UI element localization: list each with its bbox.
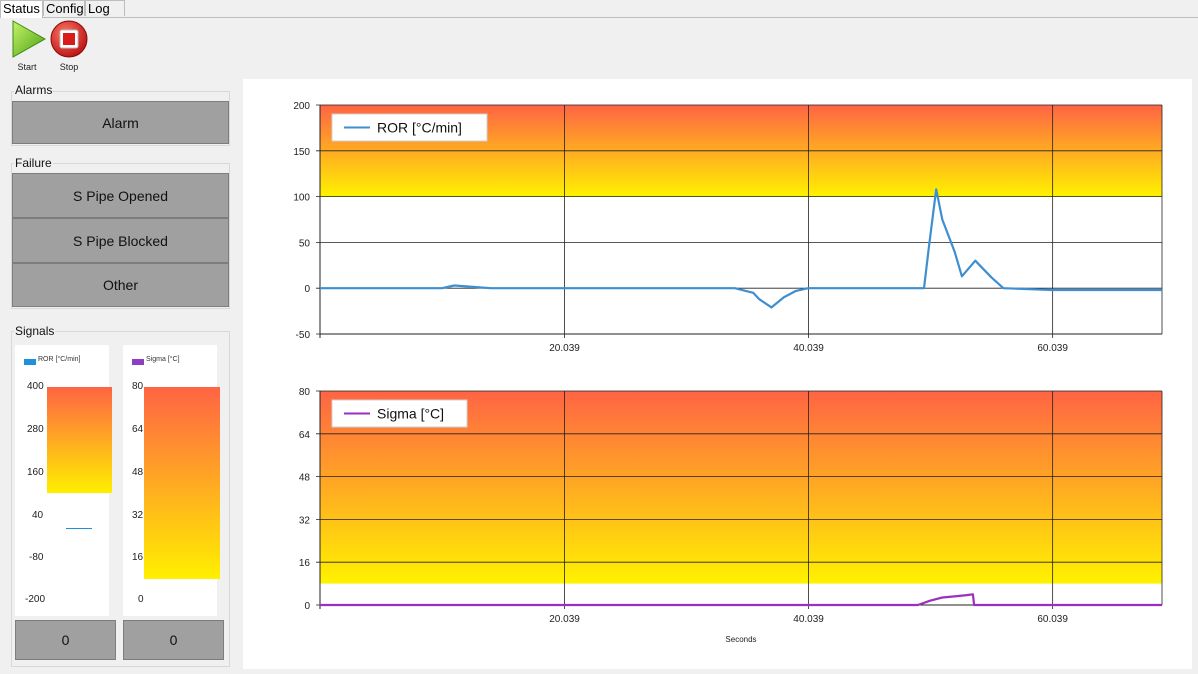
y-tick-label: 0	[304, 601, 310, 612]
y-tick-label: 48	[299, 473, 311, 484]
sigma-value-display: 0	[123, 620, 224, 660]
y-tick-label: 80	[299, 387, 311, 398]
ror-alarm-range-bar	[47, 387, 112, 493]
x-tick-label: 60.039	[1037, 614, 1068, 625]
other-failure-indicator[interactable]: Other	[12, 263, 229, 307]
y-tick-label: 200	[293, 101, 310, 112]
tab-config[interactable]: Config	[43, 0, 85, 16]
ror-value-display: 0	[15, 620, 116, 660]
tab-strip: Status Config Log	[0, 0, 1198, 18]
x-tick-label: 60.039	[1037, 343, 1068, 354]
s-pipe-blocked-indicator[interactable]: S Pipe Blocked	[12, 218, 229, 263]
tab-log[interactable]: Log	[85, 0, 125, 16]
stop-label: Stop	[59, 62, 79, 72]
alarms-group	[11, 91, 230, 146]
sigma-legend-swatch	[132, 359, 144, 365]
chart-2: 0 16 32 48 64 80 20.039 40.039 60.039 Sigma [°C] S…	[299, 387, 1163, 644]
sigma-tick: 48	[132, 467, 144, 478]
ror-level-marker	[66, 528, 92, 529]
ror-tick: 40	[32, 510, 44, 521]
alarm-indicator[interactable]: Alarm	[12, 101, 229, 144]
x-tick-label: 40.039	[793, 343, 824, 354]
x-tick-label: 20.039	[549, 614, 580, 625]
legend-label: ROR [°C/min]	[377, 120, 462, 136]
s-pipe-opened-indicator[interactable]: S Pipe Opened	[12, 173, 229, 218]
y-tick-label: -50	[296, 330, 311, 341]
sigma-legend-label: Sigma [°C]	[146, 356, 180, 363]
start-button[interactable]: Start	[7, 19, 47, 73]
x-axis-label: Seconds	[725, 635, 756, 644]
y-tick-label: 0	[304, 284, 310, 295]
x-tick-label: 20.039	[549, 343, 580, 354]
y-tick-label: 150	[293, 147, 310, 158]
chart-panel: -50 0 50 100 150 200 20.039 40.039 60.039 ROR [°C…	[243, 79, 1192, 669]
y-tick-label: 64	[299, 430, 311, 441]
chart-1: -50 0 50 100 150 200 20.039 40.039 60.039 ROR [°C…	[293, 101, 1163, 354]
sigma-tick: 16	[132, 552, 144, 563]
series-line	[320, 188, 1162, 309]
sigma-gauge: Sigma [°C] 80 64 48 32 16 0	[123, 345, 220, 616]
signals-title: Signals	[14, 324, 56, 338]
ror-tick: -200	[25, 594, 46, 605]
x-tick-label: 40.039	[793, 614, 824, 625]
play-icon	[12, 20, 47, 58]
ror-gauge: ROR [°C/min] 400 280 160 40 -80 -200	[15, 345, 112, 616]
sigma-alarm-range-bar	[144, 387, 220, 579]
tab-status[interactable]: Status	[0, 0, 43, 18]
sigma-tick: 0	[138, 594, 144, 605]
sigma-tick: 32	[132, 510, 144, 521]
signals-group	[11, 331, 230, 667]
ror-tick: 280	[27, 424, 44, 435]
y-tick-label: 50	[299, 238, 311, 249]
sigma-tick: 64	[132, 424, 144, 435]
y-tick-label: 100	[293, 193, 310, 204]
sigma-tick: 80	[132, 381, 144, 392]
stop-icon	[50, 20, 88, 58]
alarms-title: Alarms	[14, 83, 54, 97]
ror-tick: 400	[27, 381, 44, 392]
ror-legend-swatch	[24, 359, 36, 365]
ror-tick: -80	[29, 552, 44, 563]
start-label: Start	[17, 62, 37, 72]
y-tick-label: 32	[299, 515, 311, 526]
series-line	[320, 593, 1162, 607]
ror-tick: 160	[27, 467, 44, 478]
legend-label: Sigma [°C]	[377, 406, 444, 422]
stop-button[interactable]: Stop	[49, 19, 89, 73]
failure-group	[11, 163, 230, 309]
y-tick-label: 16	[299, 558, 311, 569]
ror-legend-label: ROR [°C/min]	[38, 356, 81, 363]
failure-title: Failure	[14, 156, 53, 170]
charts-canvas: -50 0 50 100 150 200 20.039 40.039 60.039 ROR [°C…	[293, 101, 1163, 644]
